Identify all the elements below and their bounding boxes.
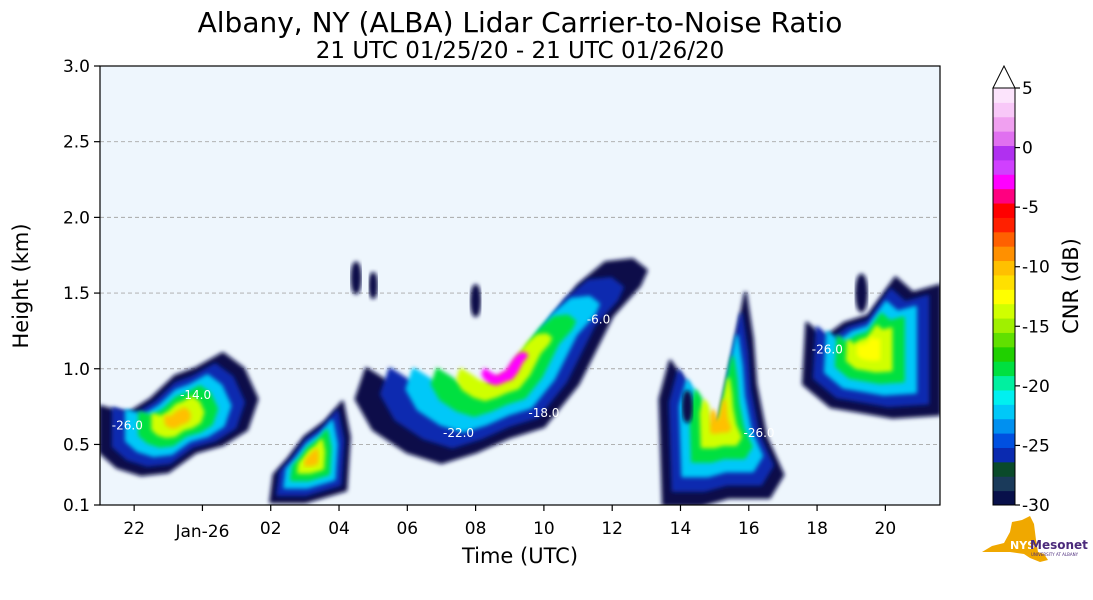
cloud-fragment [681,390,693,424]
colorbar-tick-label: -10 [1022,258,1050,278]
colorbar-tick-label: -25 [1022,436,1050,456]
colorbar-label: CNR (dB) [1059,238,1083,334]
y-tick-label: 2.0 [63,208,90,228]
colorbar-segment [993,102,1015,118]
colorbar-segment [993,346,1015,362]
chart-subtitle: 21 UTC 01/25/20 - 21 UTC 01/26/20 [316,38,725,64]
x-tick-label: 14 [670,519,692,539]
colorbar-segment [993,217,1015,233]
colorbar-tick-label: -20 [1022,377,1050,397]
colorbar-segment [993,461,1015,477]
y-tick-label: 0.1 [63,496,90,516]
x-tick-label: 12 [601,519,623,539]
colorbar-tick-label: -5 [1022,198,1039,218]
colorbar-segment [993,159,1015,175]
colorbar-segment [993,246,1015,262]
x-tick-label: 16 [738,519,760,539]
colorbar-segment [993,116,1015,132]
colorbar-segment [993,418,1015,434]
y-tick-label: 2.5 [63,133,90,153]
contour-label: -22.0 [443,426,474,440]
cnr-contour [481,352,528,386]
colorbar-segment [993,447,1015,463]
cnr-contour [304,448,319,467]
x-tick-label: Jan-26 [174,522,229,542]
cnr-contour [456,333,552,402]
colorbar-segment [993,174,1015,190]
logo-subtext: UNIVERSITY AT ALBANY [1031,552,1079,557]
nys-mesonet-logo: NYS Mesonet UNIVERSITY AT ALBANY [982,516,1088,562]
x-axis-label: Time (UTC) [461,544,578,568]
x-axis: 22 Jan-26 02 04 06 08 10 12 14 16 18 20 [123,505,896,542]
cloud-fragment [368,271,378,300]
x-tick-label: 02 [260,519,282,539]
colorbar-segment [993,88,1015,103]
x-tick-label: 20 [875,519,897,539]
ny-state-shape [982,516,1048,562]
y-axis-label: Height (km) [9,223,33,348]
y-tick-label: 1.5 [63,284,90,304]
x-tick-label: 10 [533,519,555,539]
cloud-fragment [470,284,482,318]
contour-label: -26.0 [743,426,774,440]
colorbar-segment [993,303,1015,319]
colorbar: 5 0 -5 -10 -15 -20 -25 -30 [992,64,1050,516]
plot-frame [99,65,941,506]
x-tick-label: 06 [396,519,418,539]
colorbar-extend-arrow [992,64,1016,89]
y-axis: 0.1 0.5 1.0 1.5 2.0 2.5 3.0 [63,57,100,516]
contour-labels: -26.0 -14.0 -18.0 -22.0 -6.0 -26.0 -26.0 [112,312,843,440]
logo-text: Mesonet [1030,538,1088,552]
plot-area: -26.0 -14.0 -18.0 -22.0 -6.0 -26.0 -26.0 22 Jan… [63,57,941,542]
colorbar-segment [993,289,1015,305]
colorbar-segment [993,203,1015,218]
colorbar-tick-label: 0 [1022,139,1033,159]
colorbar-tick-label: -15 [1022,317,1050,337]
logo-prefix: NYS [1010,539,1035,552]
contour-label: -14.0 [180,388,211,402]
colorbar-segment [993,404,1015,420]
colorbar-segment [993,145,1015,161]
colorbar-segment [993,260,1015,276]
colorbar-segment [993,188,1015,204]
colorbar-segment [993,274,1015,290]
colorbar-tick-label: 5 [1022,79,1033,99]
x-tick-label: 18 [806,519,828,539]
cloud-fragment [350,261,362,295]
x-tick-label: 22 [123,519,145,539]
colorbar-segment [993,231,1015,247]
colorbar-frame [992,87,1016,506]
colorbar-segment [993,476,1015,492]
colorbar-segment [993,375,1015,391]
colorbar-segment [993,332,1015,348]
colorbar-segment [993,389,1015,405]
cnr-contour [164,407,191,429]
colorbar-segment [993,131,1015,147]
cnr-contour [856,337,881,361]
colorbar-segment [993,318,1015,333]
cnr-contour [709,398,732,434]
y-tick-label: 1.0 [63,360,90,380]
chart-title: Albany, NY (ALBA) Lidar Carrier-to-Noise… [198,6,843,39]
contour-label: -26.0 [112,418,143,432]
contour-label: -18.0 [528,406,559,420]
colorbar-segment [993,433,1015,448]
colorbar-tick-label: -30 [1022,496,1050,516]
contour-label: -26.0 [812,343,843,357]
y-tick-label: 3.0 [63,57,90,77]
colorbar-segment [993,361,1015,377]
contour-label: -6.0 [587,312,610,326]
x-tick-label: 08 [465,519,487,539]
y-tick-label: 0.5 [63,435,90,455]
colorbar-segment [993,490,1015,506]
cloud-fragment [855,273,868,313]
x-tick-label: 04 [328,519,350,539]
cnr-field [100,258,940,505]
